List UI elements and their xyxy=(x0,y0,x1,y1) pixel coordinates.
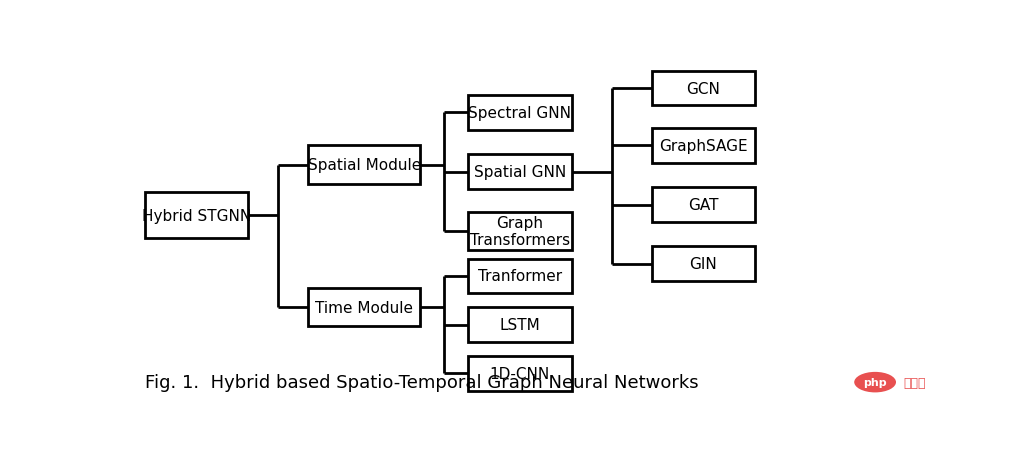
Text: GAT: GAT xyxy=(688,198,719,213)
FancyBboxPatch shape xyxy=(468,308,572,342)
Text: Hybrid STGNN: Hybrid STGNN xyxy=(142,208,251,223)
FancyBboxPatch shape xyxy=(652,71,755,106)
Text: php: php xyxy=(863,377,887,387)
Text: GIN: GIN xyxy=(690,257,717,272)
Text: Fig. 1.  Hybrid based Spatio-Temporal Graph Neural Networks: Fig. 1. Hybrid based Spatio-Temporal Gra… xyxy=(144,373,698,391)
Text: GCN: GCN xyxy=(687,81,720,97)
Text: GraphSAGE: GraphSAGE xyxy=(659,138,748,154)
FancyBboxPatch shape xyxy=(652,188,755,222)
FancyBboxPatch shape xyxy=(468,212,572,250)
FancyBboxPatch shape xyxy=(468,356,572,391)
FancyBboxPatch shape xyxy=(468,259,572,294)
FancyBboxPatch shape xyxy=(308,146,420,184)
Text: Graph
Transformers: Graph Transformers xyxy=(470,215,570,248)
Text: 中文网: 中文网 xyxy=(903,376,926,389)
Text: 1D-CNN: 1D-CNN xyxy=(490,366,550,381)
Ellipse shape xyxy=(853,371,897,394)
Text: Time Module: Time Module xyxy=(315,300,413,315)
Text: Spatial GNN: Spatial GNN xyxy=(474,165,566,179)
FancyBboxPatch shape xyxy=(468,155,572,189)
FancyBboxPatch shape xyxy=(652,247,755,281)
Text: Tranformer: Tranformer xyxy=(478,269,562,284)
FancyBboxPatch shape xyxy=(652,129,755,164)
FancyBboxPatch shape xyxy=(308,289,420,327)
Text: LSTM: LSTM xyxy=(500,318,541,332)
FancyBboxPatch shape xyxy=(468,96,572,130)
Text: Spectral GNN: Spectral GNN xyxy=(469,106,572,120)
Text: Spatial Module: Spatial Module xyxy=(308,158,421,173)
FancyBboxPatch shape xyxy=(144,193,248,238)
